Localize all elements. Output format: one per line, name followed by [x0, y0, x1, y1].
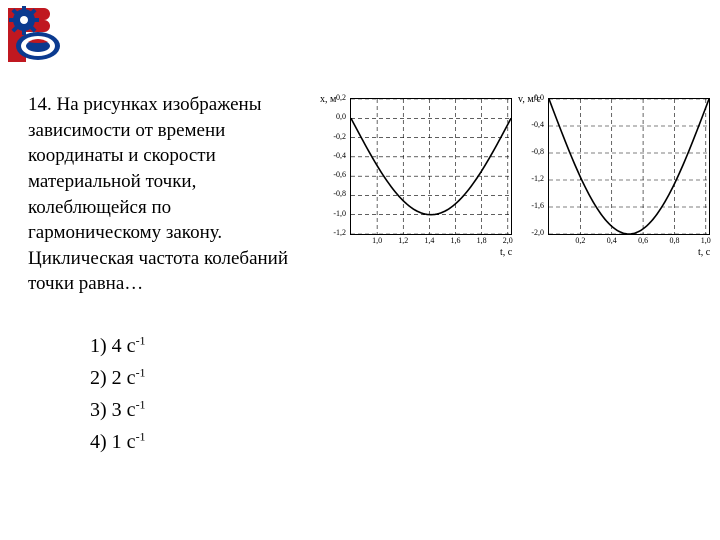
answer-2: 2) 2 с-1 [90, 362, 146, 394]
x-tick-label: 1,4 [420, 236, 438, 245]
y-tick-label: 0,0 [522, 93, 544, 102]
curve [351, 118, 511, 214]
x-tick-label: 1,2 [394, 236, 412, 245]
y-tick-label: 0,2 [324, 93, 346, 102]
y-tick-label: -1,2 [324, 228, 346, 237]
y-tick-label: -1,2 [522, 174, 544, 183]
x-tick-label: 1,0 [697, 236, 715, 245]
y-tick-label: -0,6 [324, 170, 346, 179]
y-tick-label: -0,4 [324, 151, 346, 160]
y-tick-label: -1,6 [522, 201, 544, 210]
x-tick-label: 0,2 [571, 236, 589, 245]
x-axis-title: t, с [500, 247, 512, 258]
answers-list: 1) 4 с-1 2) 2 с-1 3) 3 с-1 4) 1 с-1 [90, 330, 146, 458]
x-tick-label: 1,8 [473, 236, 491, 245]
answer-3: 3) 3 с-1 [90, 394, 146, 426]
plot-area [548, 98, 710, 235]
answer-1: 1) 4 с-1 [90, 330, 146, 362]
logo-svg: РГУПС [8, 6, 60, 62]
x-tick-label: 0,8 [665, 236, 683, 245]
y-tick-label: -0,8 [522, 147, 544, 156]
x-axis-title: t, с [698, 247, 710, 258]
answer-4: 4) 1 с-1 [90, 426, 146, 458]
plot-area [350, 98, 512, 235]
x-tick-label: 1,0 [368, 236, 386, 245]
x-tick-label: 2,0 [499, 236, 517, 245]
curve [549, 99, 709, 234]
x-tick-label: 0,6 [634, 236, 652, 245]
logo-text: РГУПС [28, 46, 48, 52]
y-tick-label: -0,2 [324, 132, 346, 141]
x-tick-label: 1,6 [447, 236, 465, 245]
y-tick-label: -0,4 [522, 120, 544, 129]
y-tick-label: -2,0 [522, 228, 544, 237]
chart-position: x, м0,20,0-0,2-0,4-0,6-0,8-1,0-1,21,01,2… [350, 98, 550, 273]
x-tick-label: 0,4 [603, 236, 621, 245]
y-tick-label: -0,8 [324, 189, 346, 198]
y-tick-label: 0,0 [324, 112, 346, 121]
logo: РГУПС [6, 6, 78, 62]
y-tick-label: -1,0 [324, 209, 346, 218]
question-text: 14. На рисунках изображены зависимости о… [28, 92, 308, 297]
chart-velocity: v, м/c0,0-0,4-0,8-1,2-1,6-2,00,20,40,60,… [548, 98, 720, 273]
